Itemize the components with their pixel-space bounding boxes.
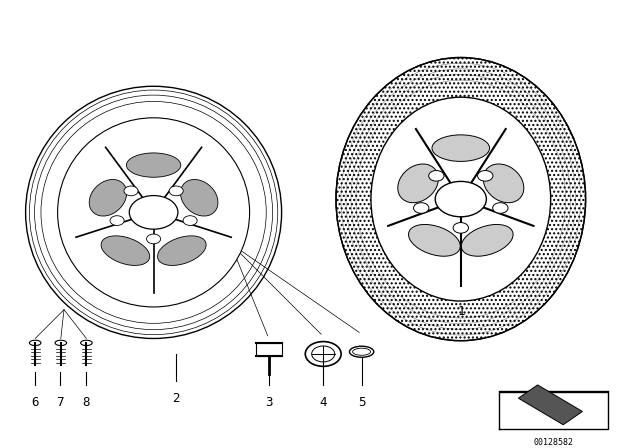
Text: 2: 2 (172, 392, 180, 405)
Ellipse shape (29, 340, 41, 345)
Text: 1: 1 (457, 306, 465, 319)
Circle shape (435, 181, 486, 217)
Text: 4: 4 (319, 396, 327, 409)
Text: 3: 3 (265, 396, 273, 409)
Circle shape (477, 171, 493, 181)
Text: 00128582: 00128582 (534, 438, 573, 447)
Ellipse shape (180, 180, 218, 216)
Ellipse shape (89, 180, 127, 216)
Ellipse shape (101, 236, 150, 265)
Ellipse shape (58, 118, 250, 307)
Circle shape (129, 196, 178, 229)
Ellipse shape (461, 224, 513, 256)
Ellipse shape (127, 153, 181, 177)
Ellipse shape (336, 57, 586, 340)
Ellipse shape (371, 97, 550, 301)
Circle shape (413, 202, 429, 213)
FancyBboxPatch shape (256, 343, 282, 356)
Text: 8: 8 (83, 396, 90, 409)
Circle shape (453, 223, 468, 233)
Circle shape (147, 234, 161, 244)
Ellipse shape (483, 164, 524, 203)
Text: 7: 7 (56, 396, 64, 409)
Circle shape (429, 171, 444, 181)
Circle shape (169, 186, 183, 196)
Ellipse shape (408, 224, 460, 256)
Circle shape (305, 341, 341, 366)
Ellipse shape (55, 340, 67, 345)
Circle shape (183, 216, 197, 225)
Ellipse shape (397, 164, 438, 203)
Circle shape (124, 186, 138, 196)
Circle shape (110, 216, 124, 225)
Text: 5: 5 (358, 396, 365, 409)
Ellipse shape (432, 135, 490, 161)
Ellipse shape (26, 86, 282, 339)
Ellipse shape (157, 236, 206, 265)
Circle shape (493, 202, 508, 213)
Polygon shape (518, 385, 582, 425)
Text: 6: 6 (31, 396, 39, 409)
Ellipse shape (81, 340, 92, 345)
Ellipse shape (349, 346, 374, 357)
